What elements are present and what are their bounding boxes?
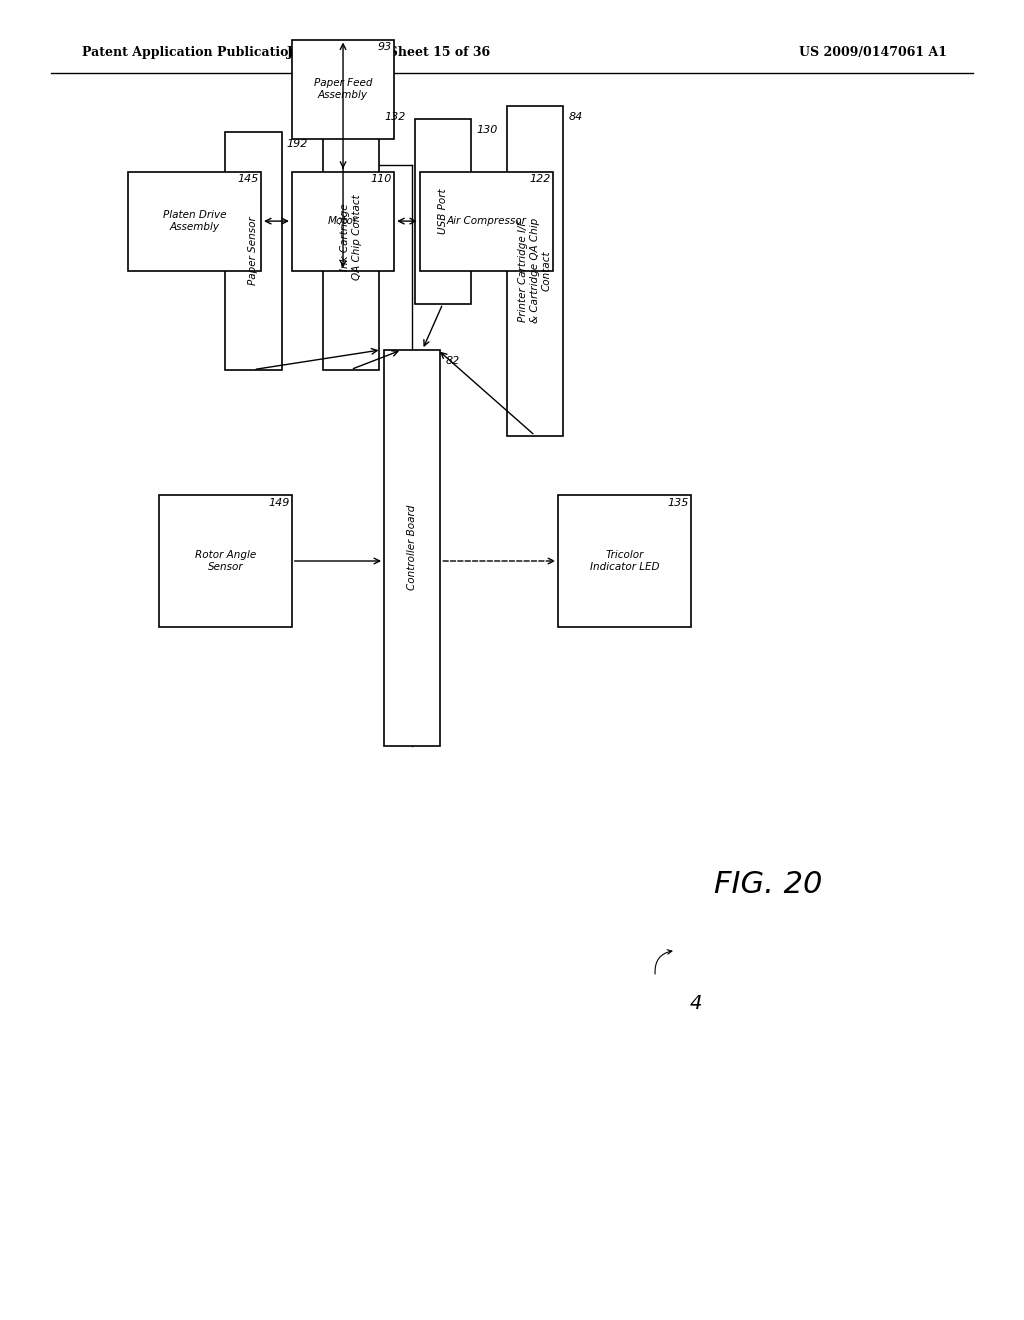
Text: Ink Cartridge
QA Chip Contact: Ink Cartridge QA Chip Contact [340, 195, 361, 280]
Text: Rotor Angle
Sensor: Rotor Angle Sensor [195, 550, 256, 572]
FancyBboxPatch shape [384, 350, 440, 746]
Text: 4: 4 [690, 994, 702, 1012]
FancyBboxPatch shape [415, 119, 471, 304]
Text: 192: 192 [287, 139, 308, 149]
Text: Platen Drive
Assembly: Platen Drive Assembly [163, 210, 226, 232]
Text: Motor: Motor [328, 216, 358, 226]
Text: US 2009/0147061 A1: US 2009/0147061 A1 [799, 46, 947, 59]
FancyBboxPatch shape [292, 40, 394, 139]
Text: Tricolor
Indicator LED: Tricolor Indicator LED [590, 550, 659, 572]
Text: 122: 122 [529, 174, 551, 185]
Text: Paper Feed
Assembly: Paper Feed Assembly [313, 78, 373, 100]
Text: 110: 110 [371, 174, 392, 185]
FancyBboxPatch shape [507, 106, 563, 436]
Text: 135: 135 [668, 498, 689, 508]
FancyBboxPatch shape [323, 106, 379, 370]
FancyBboxPatch shape [128, 172, 261, 271]
FancyBboxPatch shape [420, 172, 553, 271]
Text: 149: 149 [268, 498, 290, 508]
FancyBboxPatch shape [292, 172, 394, 271]
Text: Printer Cartridge I/F
& Cartridge QA Chip
Contact: Printer Cartridge I/F & Cartridge QA Chi… [518, 218, 552, 323]
Text: 82: 82 [445, 356, 460, 367]
Text: Patent Application Publication: Patent Application Publication [82, 46, 297, 59]
Text: 93: 93 [378, 42, 392, 53]
Text: FIG. 20: FIG. 20 [714, 870, 822, 899]
Text: 84: 84 [568, 112, 583, 123]
FancyBboxPatch shape [159, 495, 292, 627]
Text: 145: 145 [238, 174, 259, 185]
FancyBboxPatch shape [225, 132, 282, 370]
FancyBboxPatch shape [558, 495, 691, 627]
Text: Controller Board: Controller Board [408, 506, 417, 590]
Text: 130: 130 [476, 125, 498, 136]
Text: USB Port: USB Port [438, 189, 447, 234]
Text: Paper Sensor: Paper Sensor [249, 216, 258, 285]
Text: 132: 132 [384, 112, 406, 123]
Text: Air Compressor: Air Compressor [446, 216, 526, 226]
Text: Jun. 11, 2009  Sheet 15 of 36: Jun. 11, 2009 Sheet 15 of 36 [287, 46, 492, 59]
